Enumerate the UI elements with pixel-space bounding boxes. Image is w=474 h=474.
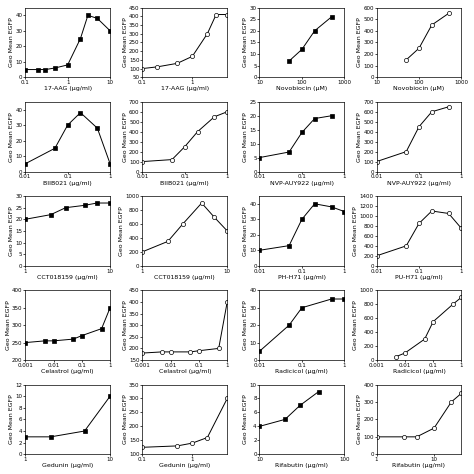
Y-axis label: Geo Mean EGFP: Geo Mean EGFP [354, 206, 358, 256]
Y-axis label: Geo Mean EGFP: Geo Mean EGFP [9, 394, 14, 444]
X-axis label: NVP-AUY922 (μg/ml): NVP-AUY922 (μg/ml) [270, 181, 334, 186]
X-axis label: PU-H71 (μg/ml): PU-H71 (μg/ml) [395, 275, 443, 280]
Y-axis label: Geo Mean EGFP: Geo Mean EGFP [123, 112, 128, 162]
Y-axis label: Geo Mean EGFP: Geo Mean EGFP [357, 394, 362, 444]
Y-axis label: Geo Mean EGFP: Geo Mean EGFP [123, 301, 128, 350]
X-axis label: Rifabutin (μg/ml): Rifabutin (μg/ml) [275, 464, 328, 468]
Y-axis label: Geo Mean EGFP: Geo Mean EGFP [243, 18, 248, 67]
X-axis label: BIIB021 (μg/ml): BIIB021 (μg/ml) [43, 181, 92, 186]
Y-axis label: Geo Mean EGFP: Geo Mean EGFP [123, 18, 128, 67]
Y-axis label: Geo Mean EGFP: Geo Mean EGFP [357, 18, 362, 67]
Y-axis label: Geo Mean EGFP: Geo Mean EGFP [243, 394, 248, 444]
Y-axis label: Geo Mean EGFP: Geo Mean EGFP [123, 394, 128, 444]
Y-axis label: Geo Mean EGFP: Geo Mean EGFP [243, 301, 248, 350]
X-axis label: 17-AAG (μg/ml): 17-AAG (μg/ml) [44, 86, 92, 91]
X-axis label: CCT018159 (μg/ml): CCT018159 (μg/ml) [155, 275, 215, 280]
X-axis label: Gedunin (μg/ml): Gedunin (μg/ml) [159, 464, 210, 468]
X-axis label: Gedunin (μg/ml): Gedunin (μg/ml) [42, 464, 93, 468]
Y-axis label: Geo Mean EGFP: Geo Mean EGFP [119, 206, 124, 256]
Y-axis label: Geo Mean EGFP: Geo Mean EGFP [6, 301, 10, 350]
X-axis label: Novobiocin (μM): Novobiocin (μM) [276, 86, 328, 91]
X-axis label: NVP-AUY922 (μg/ml): NVP-AUY922 (μg/ml) [387, 181, 451, 186]
X-axis label: Novobiocin (μM): Novobiocin (μM) [393, 86, 445, 91]
Y-axis label: Geo Mean EGFP: Geo Mean EGFP [9, 206, 14, 256]
Y-axis label: Geo Mean EGFP: Geo Mean EGFP [354, 301, 358, 350]
X-axis label: PH-H71 (μg/ml): PH-H71 (μg/ml) [278, 275, 326, 280]
Y-axis label: Geo Mean EGFP: Geo Mean EGFP [243, 112, 248, 162]
X-axis label: Celastrol (μg/ml): Celastrol (μg/ml) [41, 369, 94, 374]
X-axis label: CCT018159 (μg/ml): CCT018159 (μg/ml) [37, 275, 98, 280]
X-axis label: BIIB021 (μg/ml): BIIB021 (μg/ml) [160, 181, 209, 186]
X-axis label: Radicicol (μg/ml): Radicicol (μg/ml) [275, 369, 328, 374]
Y-axis label: Geo Mean EGFP: Geo Mean EGFP [9, 112, 14, 162]
X-axis label: Celastrol (μg/ml): Celastrol (μg/ml) [158, 369, 211, 374]
X-axis label: Rifabutin (μg/ml): Rifabutin (μg/ml) [392, 464, 446, 468]
X-axis label: 17-AAG (μg/ml): 17-AAG (μg/ml) [161, 86, 209, 91]
Y-axis label: Geo Mean EGFP: Geo Mean EGFP [357, 112, 362, 162]
Y-axis label: Geo Mean EGFP: Geo Mean EGFP [9, 18, 14, 67]
Y-axis label: Geo Mean EGFP: Geo Mean EGFP [243, 206, 248, 256]
X-axis label: Radicicol (μg/ml): Radicicol (μg/ml) [392, 369, 446, 374]
